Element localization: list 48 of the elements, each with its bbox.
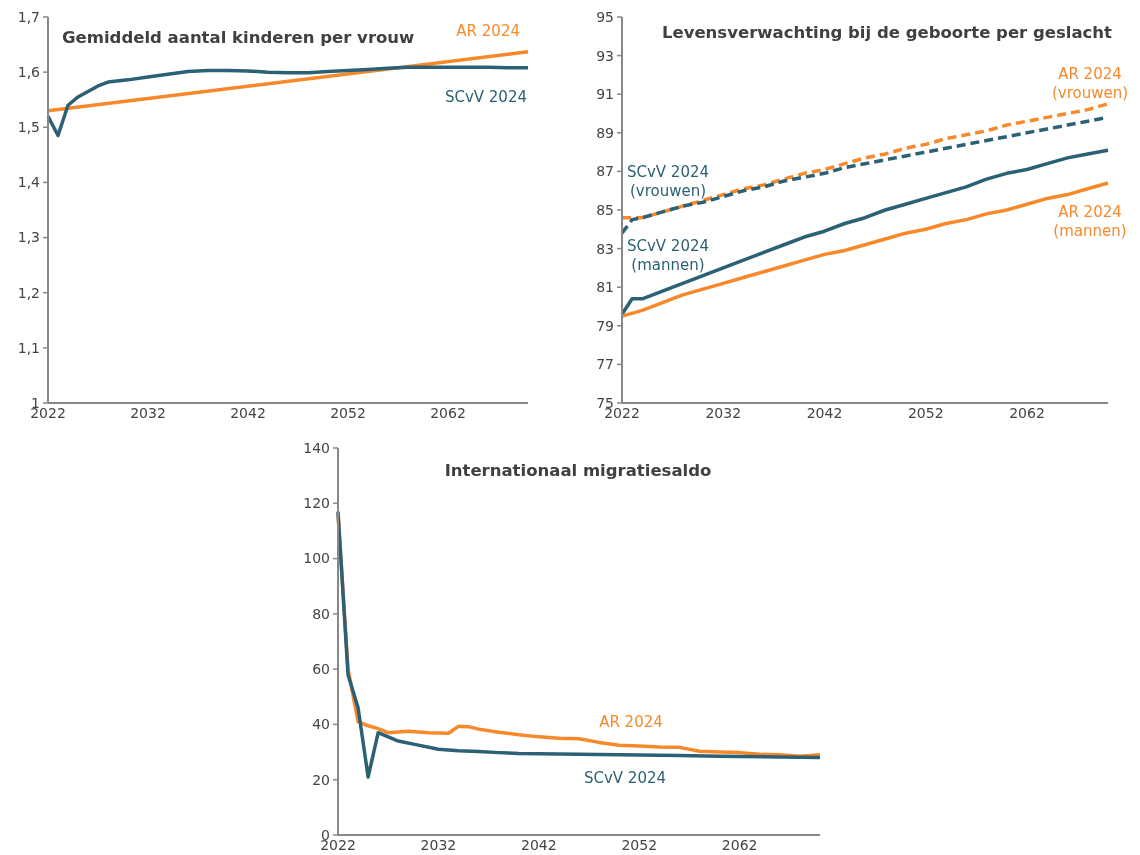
- x-tick-label: 2062: [430, 405, 466, 421]
- y-tick-label: 1,6: [17, 64, 41, 81]
- x-tick-label: 2032: [705, 405, 742, 421]
- x-tick-label: 2062: [721, 837, 758, 853]
- x-tick-label: 2042: [521, 837, 557, 853]
- line-series: [46, 65, 530, 138]
- y-tick-label: 120: [303, 495, 330, 512]
- y-tick-label: 20: [312, 771, 330, 788]
- y-tick-label: 87: [596, 163, 614, 180]
- y-tick-label: 89: [596, 124, 614, 141]
- x-tick-label: 2052: [907, 405, 944, 421]
- chart-title: Levensverwachting bij de geboorte per geslacht: [661, 23, 1113, 42]
- y-tick-label: 1,4: [17, 174, 41, 191]
- y-tick-label: 93: [596, 47, 614, 64]
- x-tick-label: 2042: [806, 405, 843, 421]
- series-label: AR 2024 (vrouwen): [1051, 65, 1129, 102]
- y-tick-label: 140: [303, 439, 330, 456]
- y-tick-label: 83: [596, 240, 614, 257]
- x-tick-label: 2052: [330, 405, 366, 421]
- y-tick-label: 1,1: [17, 339, 40, 356]
- x-tick-label: 2062: [1009, 405, 1045, 421]
- y-tick-label: 85: [596, 201, 614, 218]
- x-tick-label: 2032: [130, 405, 166, 421]
- series-label: AR 2024: [599, 713, 663, 731]
- series-label: SCvV 2024: [444, 88, 527, 106]
- x-tick-label: 2032: [420, 837, 457, 853]
- y-tick-label: 1,7: [17, 8, 40, 25]
- y-tick-label: 81: [596, 279, 614, 296]
- text: Internationaal migratiesaldo: [444, 461, 712, 480]
- y-tick-label: 91: [596, 86, 614, 103]
- y-tick-label: 60: [312, 661, 330, 678]
- x-tick-label: 2052: [621, 837, 658, 853]
- y-tick-label: 1,5: [17, 119, 40, 136]
- y-tick-label: 79: [596, 317, 614, 334]
- y-tick-label: 95: [596, 8, 614, 25]
- y-tick-label: 100: [303, 550, 330, 567]
- y-tick-label: 1,2: [17, 284, 40, 301]
- series-label: SCvV 2024: [583, 769, 667, 787]
- y-tick-label: 40: [312, 716, 330, 733]
- y-tick-label: 80: [312, 605, 330, 622]
- y-tick-label: 77: [596, 356, 614, 373]
- series-label: AR 2024: [456, 22, 520, 40]
- series-label: SCvV 2024 (mannen): [626, 237, 710, 274]
- text: Gemiddeld aantal kinderen per vrouw: [62, 28, 415, 47]
- y-tick-label: 1,3: [17, 229, 40, 246]
- series-label: AR 2024 (mannen): [1053, 203, 1127, 240]
- series-label: SCvV 2024 (vrouwen): [626, 163, 710, 200]
- x-tick-label: 2042: [230, 405, 266, 421]
